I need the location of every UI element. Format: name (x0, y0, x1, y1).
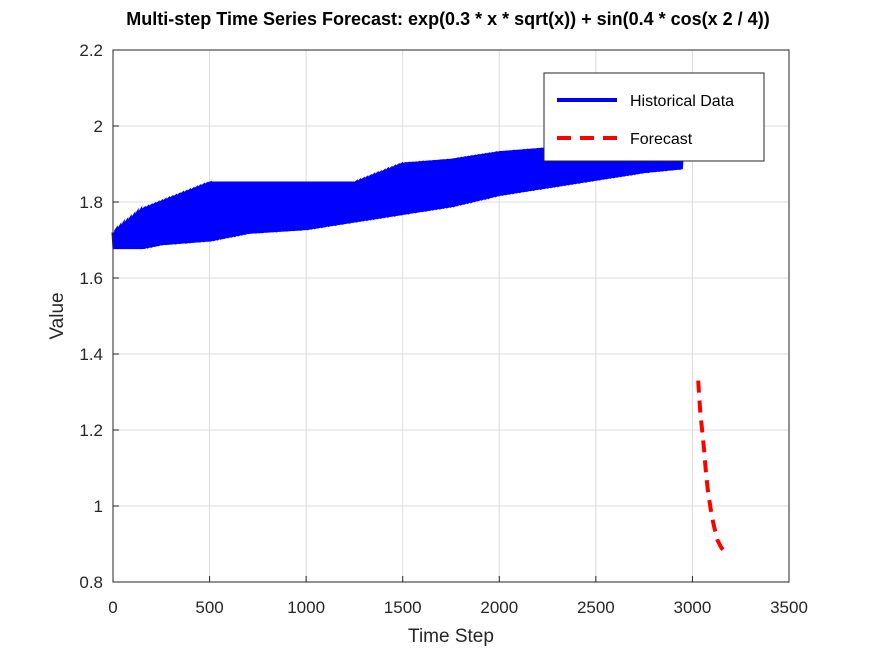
axes-box (112, 49, 790, 583)
legend-label-forecast: Forecast (630, 131, 693, 148)
plot-area (111, 147, 729, 557)
forecast-line (696, 380, 729, 557)
x-tick-label: 0 (108, 598, 117, 617)
x-tick-label: 3500 (770, 598, 808, 617)
x-tick-label: 2500 (577, 598, 615, 617)
y-tick-label: 1.4 (79, 345, 103, 364)
legend-box (543, 72, 765, 162)
y-tick-label: 2 (94, 117, 103, 136)
y-tick-label: 2.2 (79, 41, 103, 60)
y-tick-label: 1.2 (79, 421, 103, 440)
x-tick-label: 1500 (384, 598, 422, 617)
legend-label-historical: Historical Data (630, 93, 734, 110)
historical-data-line (111, 147, 684, 250)
ticks: 0 500 1000 1500 2000 2500 3000 3500 0.8 1 1.2 1.4 1.… (79, 41, 808, 617)
y-tick-label: 1 (94, 497, 103, 516)
x-tick-label: 500 (195, 598, 223, 617)
legend: Historical Data Forecast (543, 72, 765, 162)
y-axis-label: Value (47, 292, 68, 339)
x-tick-label: 3000 (674, 598, 712, 617)
y-tick-label: 0.8 (79, 573, 103, 592)
x-tick-label: 1000 (287, 598, 325, 617)
chart-title: Multi-step Time Series Forecast: exp(0.3… (126, 9, 769, 29)
y-tick-label: 1.8 (79, 193, 103, 212)
x-axis-label: Time Step (408, 626, 494, 647)
x-tick-label: 2000 (480, 598, 518, 617)
y-tick-label: 1.6 (79, 269, 103, 288)
